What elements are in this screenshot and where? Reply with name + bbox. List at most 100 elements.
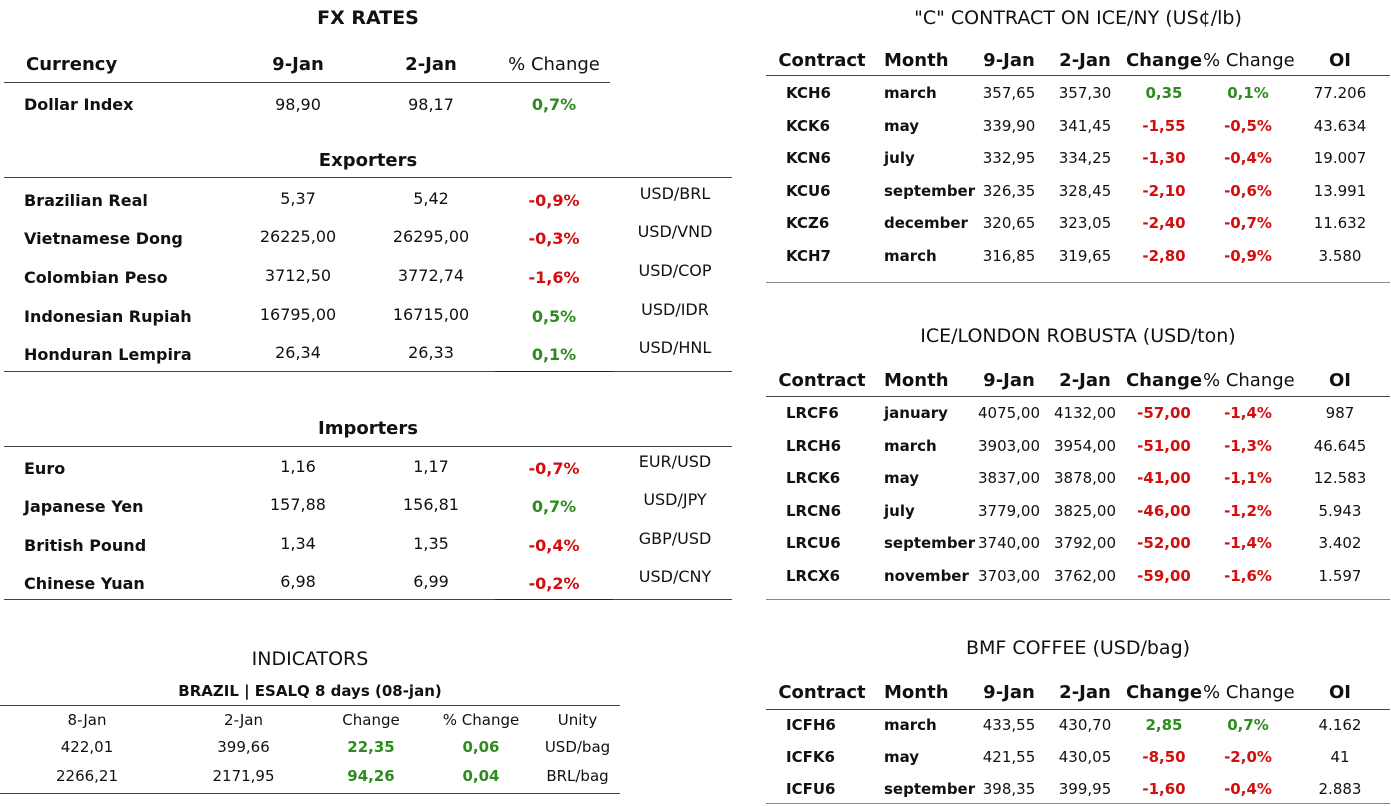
price-date1: 3740,00	[977, 534, 1041, 552]
contract-code: LRCU6	[786, 534, 841, 552]
futures-header: Month	[884, 682, 949, 703]
contract-code: KCU6	[786, 182, 831, 200]
contract-code: ICFH6	[786, 716, 836, 734]
price-date2: 334,25	[1058, 149, 1112, 167]
contract-month: may	[884, 117, 920, 135]
currency-name: Brazilian Real	[24, 191, 148, 210]
futures-header: OI	[1329, 50, 1351, 71]
price-change: 0,35	[1145, 84, 1183, 102]
rate-pct-change: 0,5%	[531, 307, 577, 326]
indicator-header: 2-Jan	[224, 711, 263, 729]
rate-date2: 1,35	[413, 534, 449, 553]
futures-header-divider	[766, 709, 1390, 710]
contract-month: september	[884, 534, 976, 552]
indicator-header: Unity	[557, 711, 598, 729]
price-pct-change: 0,7%	[1227, 716, 1269, 734]
futures-header: Month	[884, 50, 949, 71]
futures-header: 2-Jan	[1059, 682, 1111, 703]
price-change: -57,00	[1137, 404, 1191, 422]
price-date1: 3837,00	[977, 469, 1041, 487]
price-date1: 316,85	[982, 247, 1036, 265]
currency-pair: USD/JPY	[643, 490, 707, 509]
price-date2: 3792,00	[1053, 534, 1117, 552]
fx-header-currency: Currency	[26, 54, 118, 75]
contract-code: KCK6	[786, 117, 831, 135]
price-pct-change: -0,6%	[1224, 182, 1272, 200]
contract-month: september	[884, 780, 976, 798]
price-date1: 332,95	[982, 149, 1036, 167]
importers-title: Importers	[318, 418, 418, 439]
contract-month: july	[884, 149, 915, 167]
open-interest: 3.580	[1318, 247, 1362, 265]
rate-date1: 6,98	[280, 572, 316, 591]
dollar-index-pct: 0,7%	[531, 95, 577, 114]
price-pct-change: -1,4%	[1224, 404, 1272, 422]
contract-code: LRCH6	[786, 437, 842, 455]
futures-table-title: ICE/LONDON ROBUSTA (USD/ton)	[920, 325, 1236, 347]
contract-code: KCN6	[786, 149, 831, 167]
currency-pair: USD/IDR	[641, 300, 709, 319]
price-date1: 433,55	[982, 716, 1036, 734]
price-date1: 421,55	[982, 748, 1036, 766]
currency-name: British Pound	[24, 536, 147, 555]
price-date1: 398,35	[982, 780, 1036, 798]
price-change: -1,55	[1142, 117, 1186, 135]
price-date2: 357,30	[1058, 84, 1112, 102]
futures-header: Contract	[778, 682, 866, 703]
futures-header: 9-Jan	[983, 50, 1035, 71]
indicator-value-date2: 399,66	[217, 738, 270, 756]
price-pct-change: -1,6%	[1224, 567, 1272, 585]
futures-header: Change	[1125, 682, 1203, 703]
currency-name: Colombian Peso	[24, 268, 168, 287]
indicators-subtitle: BRAZIL | ESALQ 8 days (08-jan)	[178, 682, 442, 700]
dollar-index-name: Dollar Index	[24, 95, 134, 114]
currency-pair: USD/VND	[637, 222, 713, 241]
indicator-value-date1: 2266,21	[55, 767, 119, 785]
price-change: -2,40	[1142, 214, 1186, 232]
price-change: -1,60	[1142, 780, 1186, 798]
rate-date1: 3712,50	[264, 266, 332, 285]
importers-bottom-divider	[4, 599, 732, 600]
futures-header: % Change	[1203, 50, 1295, 71]
currency-name: Japanese Yen	[24, 497, 144, 516]
rate-pct-change: 0,7%	[531, 497, 577, 516]
contract-code: KCZ6	[786, 214, 830, 232]
rate-pct-change: -0,3%	[528, 229, 580, 248]
price-pct-change: -1,2%	[1224, 502, 1272, 520]
contract-code: KCH7	[786, 247, 831, 265]
rate-date2: 5,42	[413, 189, 449, 208]
price-date2: 3954,00	[1053, 437, 1117, 455]
contract-month: march	[884, 247, 937, 265]
fx-header-pct: % Change	[508, 54, 600, 75]
currency-name: Honduran Lempira	[24, 345, 192, 364]
dollar-index-v1: 98,90	[275, 95, 321, 114]
futures-header: Change	[1125, 370, 1203, 391]
futures-header: Change	[1125, 50, 1203, 71]
rate-date1: 1,34	[280, 534, 316, 553]
contract-month: december	[884, 214, 968, 232]
currency-name: Chinese Yuan	[24, 574, 145, 593]
rate-date2: 26295,00	[392, 227, 470, 246]
price-date2: 323,05	[1058, 214, 1112, 232]
price-change: -2,80	[1142, 247, 1186, 265]
price-date2: 4132,00	[1053, 404, 1117, 422]
contract-code: LRCX6	[786, 567, 841, 585]
open-interest: 77.206	[1313, 84, 1367, 102]
contract-code: LRCN6	[786, 502, 842, 520]
price-pct-change: -1,3%	[1224, 437, 1272, 455]
futures-header: 9-Jan	[983, 682, 1035, 703]
price-date1: 3779,00	[977, 502, 1041, 520]
open-interest: 46.645	[1313, 437, 1367, 455]
futures-header: Contract	[778, 50, 866, 71]
indicator-header: 8-Jan	[67, 711, 107, 729]
open-interest: 12.583	[1313, 469, 1367, 487]
currency-pair: USD/HNL	[638, 338, 712, 357]
indicator-value-date2: 2171,95	[212, 767, 275, 785]
indicators-bottom-divider	[0, 793, 620, 794]
futures-header: % Change	[1203, 682, 1295, 703]
price-date2: 430,05	[1058, 748, 1112, 766]
rate-pct-change: -0,9%	[528, 191, 580, 210]
indicator-header: Change	[342, 711, 400, 729]
price-date1: 357,65	[982, 84, 1036, 102]
importers-top-divider	[4, 446, 732, 447]
